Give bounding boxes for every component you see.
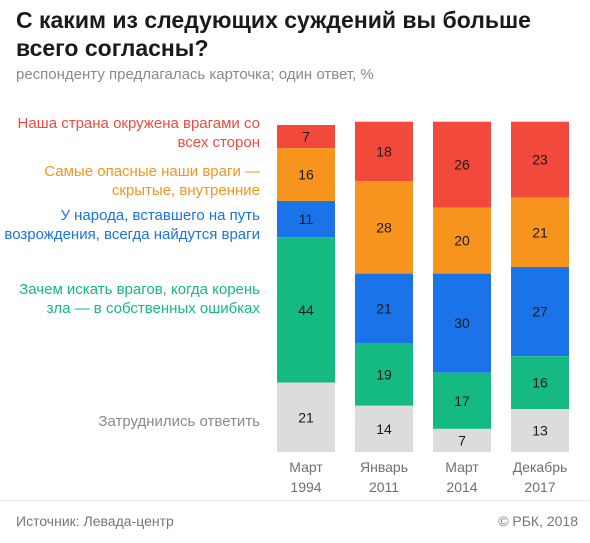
footer-divider [0, 500, 590, 501]
bar-segment [277, 148, 335, 201]
bar-segment [511, 121, 569, 198]
bar-value-label: 16 [298, 167, 314, 183]
bar-segment [277, 125, 335, 149]
bar-segment [511, 197, 569, 268]
bar-segment [511, 356, 569, 410]
bar-value-label: 14 [376, 421, 392, 437]
bar-segment [355, 405, 413, 452]
bar-value-label: 26 [454, 157, 470, 173]
bar-value-label: 7 [458, 432, 466, 448]
bar-segment [511, 267, 569, 357]
x-tick-label: 2017 [524, 479, 555, 495]
legend-item-own-mistakes: Зачем искать врагов, когда корень зла — … [19, 281, 260, 317]
x-tick-label: Март [289, 459, 323, 475]
bar-value-label: 44 [298, 302, 314, 318]
bar-value-label: 17 [454, 393, 470, 409]
bar-value-label: 28 [376, 219, 392, 235]
x-tick-label: Декабрь [513, 459, 568, 475]
bar-value-label: 19 [376, 366, 392, 382]
bar-value-label: 16 [532, 375, 548, 391]
x-tick-label: 2014 [446, 479, 477, 495]
bar-value-label: 30 [454, 315, 470, 331]
bar-segment [433, 428, 491, 452]
bar-value-label: 21 [532, 224, 548, 240]
bar-segment [511, 409, 569, 452]
legend-item-hidden-internal-enemies: Самые опасные наши враги — скрытые, внут… [44, 163, 260, 199]
bar-value-label: 18 [376, 143, 392, 159]
bar-segment [355, 121, 413, 182]
bar-value-label: 13 [532, 423, 548, 439]
bar-segment [277, 237, 335, 383]
bar-value-label: 21 [376, 300, 392, 316]
stacked-bar-chart: 7 16 11 44 21 Март 1994 18 28 21 19 14 Январь 2011 26 2… [277, 121, 569, 495]
bar-value-label: 7 [302, 129, 310, 145]
copyright-note: © РБК, 2018 [498, 513, 578, 529]
x-tick-label: 2011 [369, 479, 399, 495]
bar-value-label: 23 [532, 152, 548, 168]
bar-segment [277, 200, 335, 238]
legend: Наша страна окружена врагами со всех сто… [0, 0, 260, 460]
legend-item-no-answer: Затруднились ответить [98, 413, 260, 430]
bar-segment [277, 382, 335, 452]
chart-title: С каким из следующих суждений вы больше … [16, 7, 531, 61]
legend-item-enemies-all-sides: Наша страна окружена врагами со всех сто… [17, 115, 261, 151]
x-tick-label: Январь [360, 459, 408, 475]
bar-segment [433, 207, 491, 274]
bar-segment [433, 121, 491, 208]
bar-segment [355, 181, 413, 274]
bar-value-label: 21 [298, 409, 314, 425]
bar-segment [433, 273, 491, 373]
legend-item-revival-enemies: У народа, вставшего на путь возрождения,… [4, 207, 260, 243]
bar-segment [355, 273, 413, 343]
bar-value-label: 20 [454, 233, 470, 249]
source-note: Источник: Левада-центр [16, 513, 174, 529]
bar-segment [355, 343, 413, 406]
chart-subtitle: респонденту предлагалась карточка; один … [16, 66, 374, 83]
bar-value-label: 11 [299, 211, 314, 227]
bar-segment [433, 372, 491, 429]
x-tick-label: 1994 [290, 479, 321, 495]
bar-value-label: 27 [532, 304, 548, 320]
x-tick-label: Март [445, 459, 479, 475]
